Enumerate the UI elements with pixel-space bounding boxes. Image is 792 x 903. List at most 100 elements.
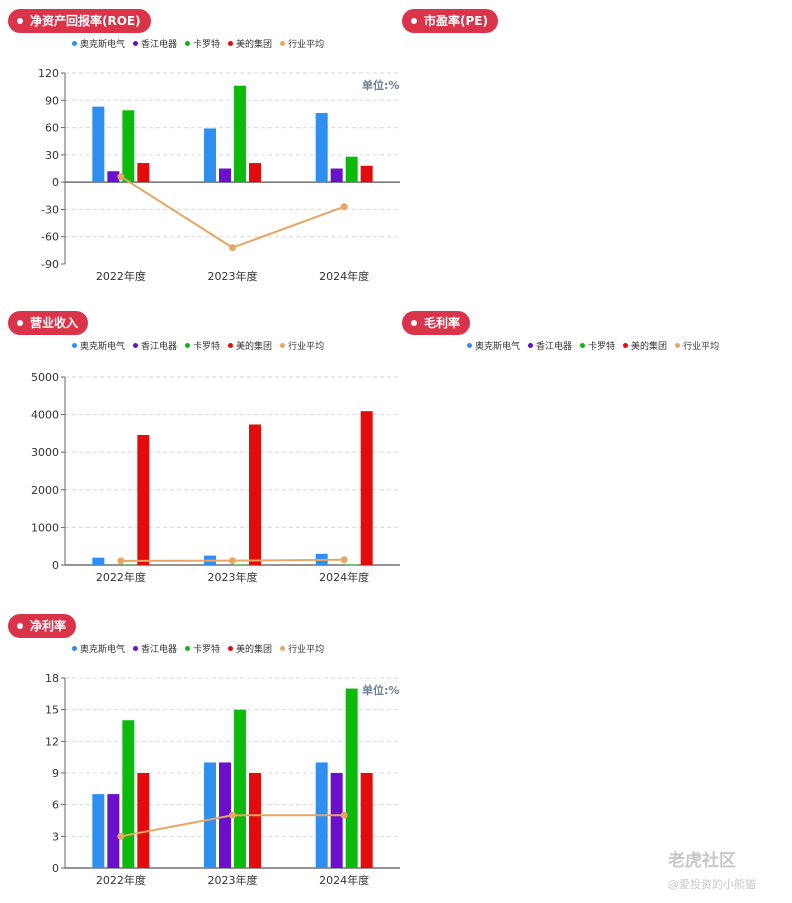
average-point bbox=[340, 556, 348, 564]
bar bbox=[137, 435, 150, 565]
legend-label: 香江电器 bbox=[141, 645, 178, 655]
unit-label: 单位:% bbox=[362, 683, 399, 697]
x-tick-label: 2023年度 bbox=[208, 873, 258, 887]
y-tick-label: 90 bbox=[45, 94, 59, 107]
y-tick-label: 6 bbox=[52, 799, 59, 812]
legend-item[interactable]: 奥克斯电气 bbox=[72, 642, 125, 655]
chart-pe: 01020304050奥克斯电气(02580.HK)香江电器(02619.HK)… bbox=[396, 55, 792, 300]
legend-label: 美的集团 bbox=[236, 645, 273, 655]
y-tick-label: 18 bbox=[45, 672, 59, 685]
legend-swatch bbox=[185, 646, 191, 651]
watermark-author: @爱投资的小熊猫 bbox=[668, 878, 756, 891]
chart-title-roe: 净资产回报率(ROE) bbox=[8, 9, 151, 33]
y-tick-label: 3000 bbox=[31, 446, 59, 459]
legend-swatch bbox=[133, 646, 139, 651]
legend-label: 卡罗特 bbox=[588, 342, 616, 352]
legend-item[interactable]: 行业平均 bbox=[280, 642, 324, 655]
legend-revenue: 奥克斯电气 香江电器 卡罗特 美的集团 行业平均 bbox=[72, 339, 332, 352]
legend-swatch bbox=[280, 646, 286, 651]
legend-net-margin: 奥克斯电气 香江电器 卡罗特 美的集团 行业平均 bbox=[72, 642, 332, 655]
legend-item[interactable]: 卡罗特 bbox=[185, 642, 220, 655]
legend-item[interactable]: 奥克斯电气 bbox=[467, 339, 520, 352]
x-tick-label: 2024年度 bbox=[319, 873, 369, 887]
legend-label: 奥克斯电气 bbox=[475, 342, 521, 352]
y-tick-label: 0 bbox=[52, 559, 59, 572]
bar bbox=[204, 762, 216, 868]
x-tick-label: 2023年度 bbox=[208, 269, 258, 283]
legend-swatch bbox=[185, 41, 191, 46]
legend-label: 卡罗特 bbox=[193, 40, 221, 50]
legend-label: 行业平均 bbox=[288, 645, 325, 655]
legend-label: 行业平均 bbox=[288, 40, 325, 50]
bar bbox=[122, 110, 135, 183]
bar bbox=[92, 557, 105, 565]
legend-item[interactable]: 美的集团 bbox=[623, 339, 667, 352]
y-tick-label: 30 bbox=[45, 149, 59, 162]
bar bbox=[219, 168, 231, 183]
legend-item[interactable]: 奥克斯电气 bbox=[72, 37, 125, 50]
chart-revenue: 0 1000 2000 3000 4000 5000 2022年度 2023年度 2024年度 bbox=[31, 371, 400, 584]
legend-item[interactable]: 卡罗特 bbox=[185, 339, 220, 352]
legend-swatch bbox=[228, 646, 234, 651]
legend-item[interactable]: 卡罗特 bbox=[185, 37, 220, 50]
bar bbox=[360, 165, 373, 183]
legend-label: 香江电器 bbox=[141, 342, 178, 352]
legend-item[interactable]: 行业平均 bbox=[675, 339, 719, 352]
legend-item[interactable]: 奥克斯电气 bbox=[72, 339, 125, 352]
bar bbox=[122, 564, 135, 566]
legend-item[interactable]: 香江电器 bbox=[528, 339, 572, 352]
x-tick-label: 2024年度 bbox=[319, 269, 369, 283]
legend-label: 卡罗特 bbox=[193, 342, 221, 352]
x-tick-label: 2024年度 bbox=[319, 570, 369, 584]
legend-item[interactable]: 卡罗特 bbox=[580, 339, 615, 352]
legend-label: 奥克斯电气 bbox=[80, 645, 126, 655]
chart-roe: -90 -60 -30 0 30 60 90 120 2022年度 2023年度 2024年度 单位:… bbox=[38, 67, 400, 283]
legend-swatch bbox=[675, 343, 681, 348]
unit-label: 单位:% bbox=[362, 78, 399, 92]
chart-title-net-margin: 净利率 bbox=[8, 614, 77, 638]
legend-roe: 奥克斯电气 香江电器 卡罗特 美的集团 行业平均 bbox=[72, 37, 332, 50]
y-tick-label: 9 bbox=[52, 767, 59, 780]
legend-swatch bbox=[228, 343, 234, 348]
bar bbox=[249, 163, 261, 183]
average-point bbox=[229, 811, 236, 819]
bar bbox=[92, 106, 105, 183]
legend-swatch bbox=[280, 41, 286, 46]
average-point bbox=[340, 811, 348, 819]
legend-item[interactable]: 美的集团 bbox=[228, 339, 272, 352]
bar bbox=[107, 794, 120, 868]
y-tick-label: -90 bbox=[41, 258, 59, 271]
bar bbox=[204, 128, 216, 183]
y-tick-label: -30 bbox=[41, 203, 59, 216]
legend-swatch bbox=[133, 41, 139, 46]
legend-item[interactable]: 美的集团 bbox=[228, 37, 272, 50]
legend-item[interactable]: 香江电器 bbox=[133, 37, 177, 50]
y-tick-label: 0 bbox=[52, 862, 59, 875]
legend-label: 行业平均 bbox=[288, 342, 325, 352]
watermark-logo-text: 老虎社区 bbox=[668, 851, 736, 871]
legend-swatch bbox=[623, 343, 629, 348]
bar bbox=[92, 794, 105, 868]
legend-item[interactable]: 行业平均 bbox=[280, 37, 324, 50]
y-tick-label: 120 bbox=[38, 67, 59, 80]
y-tick-label: 4000 bbox=[31, 409, 59, 422]
legend-item[interactable]: 香江电器 bbox=[133, 642, 177, 655]
bar bbox=[249, 424, 261, 565]
average-point bbox=[117, 173, 125, 181]
legend-label: 美的集团 bbox=[236, 342, 273, 352]
average-point bbox=[117, 832, 125, 840]
legend-item[interactable]: 香江电器 bbox=[133, 339, 177, 352]
legend-label: 美的集团 bbox=[631, 342, 668, 352]
bar bbox=[137, 163, 150, 183]
y-tick-label: 12 bbox=[45, 735, 59, 748]
chart-gross-margin: 010203040502022年度2023年度2024年度单位:% bbox=[396, 360, 792, 590]
x-tick-label: 2022年度 bbox=[96, 269, 146, 283]
legend-label: 奥克斯电气 bbox=[80, 40, 126, 50]
bar bbox=[330, 168, 343, 183]
chart-title-gross-margin: 毛利率 bbox=[402, 311, 471, 335]
legend-item[interactable]: 行业平均 bbox=[280, 339, 324, 352]
bar bbox=[219, 762, 231, 868]
legend-swatch bbox=[72, 343, 77, 348]
legend-item[interactable]: 美的集团 bbox=[228, 642, 272, 655]
chart-net-margin: 0 3 6 9 12 15 18 2022年度 2023年度 2024年度 单位:% bbox=[45, 672, 400, 887]
